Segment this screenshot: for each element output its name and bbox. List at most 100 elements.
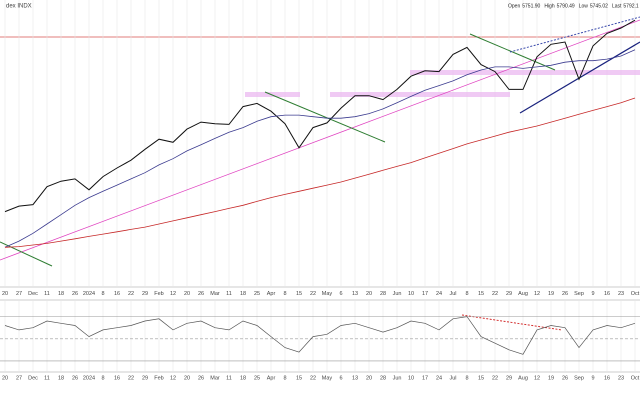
stat-value: 5792.1 [623,3,639,9]
x-tick-label: 25 [254,291,260,297]
x-tick-label: 26 [72,375,78,381]
x-tick-label: 19 [548,291,554,297]
x-tick-label: 29 [506,375,512,381]
x-tick-label: 19 [548,375,554,381]
series-line [4,19,636,213]
x-tick-label: 22 [310,375,316,381]
x-tick-label: 8 [465,375,468,381]
x-tick-label: 26 [72,291,78,297]
x-tick-label: Mar [210,375,220,381]
x-tick-label: 18 [240,375,246,381]
x-tick-label: 11 [44,291,50,297]
x-tick-label: 28 [380,291,386,297]
x-tick-label: 25 [254,375,260,381]
x-tick-label: May [322,291,333,297]
x-tick-label: 20 [2,375,8,381]
zone [410,70,640,75]
x-tick-label: Feb [154,291,163,297]
x-tick-label: 22 [128,291,134,297]
x-tick-label: 16 [114,291,120,297]
x-tick-label: 20 [184,291,190,297]
x-tick-label: Sep [574,291,584,297]
x-tick-label: 26 [198,291,204,297]
x-tick-label: 26 [562,291,568,297]
x-tick-label: 11 [226,375,232,381]
x-tick-label: 17 [422,291,428,297]
x-tick-label: 12 [534,291,540,297]
zone [330,92,510,97]
trend-line [509,16,640,53]
x-tick-label: 20 [2,291,8,297]
stat-label: Low [579,3,589,9]
x-tick-label: 15 [478,291,484,297]
x-tick-label: 8 [465,291,468,297]
stat-value: 5751.90 [522,3,540,9]
x-tick-label: Jul [449,291,456,297]
x-tick-label: 6 [339,375,342,381]
x-tick-label: Jun [393,375,402,381]
x-tick-label: 8 [283,291,286,297]
x-tick-label: 2024 [83,375,95,381]
trend-line [264,91,386,143]
x-tick-label: 8 [283,375,286,381]
x-tick-label: 8 [101,291,104,297]
series-line [4,97,636,248]
x-tick-label: May [322,375,333,381]
x-tick-label: 29 [506,291,512,297]
x-tick-label: 12 [170,375,176,381]
x-tick-label: 16 [114,375,120,381]
x-tick-label: 29 [142,375,148,381]
x-tick-label: Sep [574,375,584,381]
x-tick-label: 24 [436,291,442,297]
x-tick-label: 11 [44,375,50,381]
x-tick-label: 29 [142,291,148,297]
x-tick-label: 27 [16,291,22,297]
x-tick-label: 16 [604,375,610,381]
x-tick-label: 13 [352,375,358,381]
x-tick-label: 15 [296,375,302,381]
x-tick-label: 23 [618,375,624,381]
stat-label: Last [612,3,622,9]
x-tick-label: 11 [226,291,232,297]
x-tick-label: 23 [618,291,624,297]
x-tick-label: 27 [16,375,22,381]
stat-label: Open [508,3,520,9]
x-tick-label: Oct [631,375,640,381]
stat-label: High [544,3,555,9]
x-tick-label: 20 [366,291,372,297]
x-tick-label: 26 [562,375,568,381]
x-tick-label: 17 [422,375,428,381]
x-tick-label: 9 [591,291,594,297]
x-tick-label: 20 [366,375,372,381]
chart-title: dex INDX [6,4,32,10]
stats: Open 5751.90 High 5790.49 Low 5745.02 Last 5792… [508,3,639,9]
x-tick-label: 28 [380,375,386,381]
x-tick-label: Apr [267,375,276,381]
x-tick-label: Apr [267,291,276,297]
x-tick-label: 26 [198,375,204,381]
zone [245,92,300,97]
x-tick-label: 22 [492,375,498,381]
x-tick-label: 9 [591,375,594,381]
x-tick-label: 18 [58,375,64,381]
x-tick-label: 24 [436,375,442,381]
x-tick-label: 18 [240,291,246,297]
trend-line [0,19,640,261]
x-tick-label: 12 [170,291,176,297]
x-tick-label: 6 [339,291,342,297]
x-tick-label: Jul [449,375,456,381]
stat-value: 5745.02 [590,3,608,9]
x-tick-label: 10 [408,375,414,381]
x-tick-label: 10 [408,291,414,297]
x-tick-label: 22 [492,291,498,297]
series-line [4,316,636,355]
x-tick-label: 22 [128,375,134,381]
x-tick-label: 16 [604,291,610,297]
x-tick-label: Oct [631,291,640,297]
x-tick-label: 8 [101,375,104,381]
x-tick-label: 15 [478,375,484,381]
x-tick-label: 18 [58,291,64,297]
